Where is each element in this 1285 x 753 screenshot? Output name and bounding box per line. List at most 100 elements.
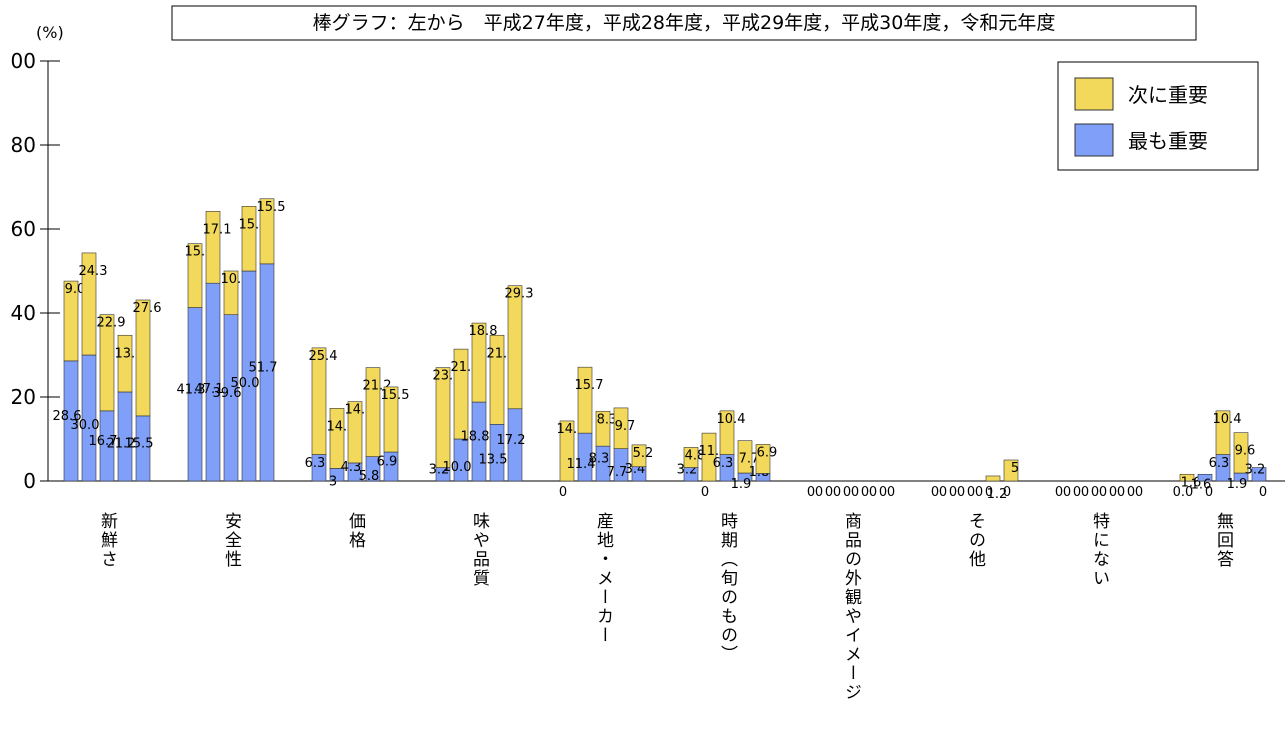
value-label: 51.7 — [249, 360, 278, 375]
bar-segment — [311, 347, 327, 455]
value-label: 0 — [1063, 485, 1071, 500]
bar-segment — [1197, 473, 1213, 482]
value-label: 13.5 — [479, 453, 508, 468]
y-tick-label: 00 — [11, 49, 36, 73]
value-label: 29.3 — [505, 287, 534, 302]
bar-segment — [135, 299, 151, 417]
value-label: 8.3 — [597, 412, 618, 427]
value-label: 0 — [931, 485, 939, 500]
value-label: 8.3 — [589, 452, 610, 467]
value-label: 0 — [975, 485, 983, 500]
value-label: 1.2 — [987, 487, 1008, 502]
bar-segment — [471, 322, 487, 403]
value-label: 0 — [1055, 485, 1063, 500]
value-label: 22.9 — [97, 316, 126, 331]
title-box — [171, 5, 1197, 41]
value-label: 4.8 — [685, 448, 706, 463]
value-label: 0 — [843, 485, 851, 500]
category-label: 時期（旬のもの） — [717, 512, 738, 664]
bar-segment — [577, 366, 593, 434]
value-label: 0 — [861, 485, 869, 500]
value-label: 0 — [833, 485, 841, 500]
value-label: 16.7 — [89, 434, 118, 449]
bar-segment — [259, 198, 275, 265]
value-label: 9.7 — [615, 419, 636, 434]
value-label: 28.6 — [53, 409, 82, 424]
bar-segment — [1003, 459, 1019, 482]
value-label: 0 — [851, 485, 859, 500]
bar-segment — [683, 447, 699, 468]
value-label: 0 — [1109, 485, 1117, 500]
value-label: 0 — [1259, 485, 1267, 500]
value-label: 17.2 — [497, 433, 526, 448]
bar-segment — [631, 444, 647, 468]
value-label: 15.5 — [257, 200, 286, 215]
legend-swatch — [1074, 77, 1114, 111]
value-label: 21.2 — [107, 436, 136, 451]
value-label: 24.3 — [79, 264, 108, 279]
value-label: 0 — [949, 485, 957, 500]
bar-segment — [1251, 467, 1267, 482]
value-label: 0 — [1091, 485, 1099, 500]
value-label: 17.1 — [203, 222, 232, 237]
value-label: 27.6 — [133, 301, 162, 316]
bar-segment — [99, 314, 115, 412]
value-label: 25.4 — [309, 349, 338, 364]
bar-segment — [241, 206, 257, 272]
category-label: 特にない — [1089, 512, 1110, 588]
value-label: 5 — [1011, 461, 1019, 476]
value-label: 11.4 — [567, 457, 596, 472]
y-tick-label: 40 — [11, 301, 36, 325]
bar-segment — [737, 440, 753, 474]
value-label: 0 — [815, 485, 823, 500]
value-label: 1.9 — [731, 477, 752, 492]
value-label: 7.7 — [607, 465, 628, 480]
value-label: 6.3 — [713, 456, 734, 471]
value-label: 0 — [1081, 485, 1089, 500]
bar-segment — [1215, 410, 1231, 455]
value-label: 47.1 — [195, 382, 224, 397]
value-label: 0 — [1127, 485, 1135, 500]
bar-segment — [507, 285, 523, 410]
value-label: 6.9 — [377, 455, 398, 470]
value-label: 0 — [701, 485, 709, 500]
value-label: 18.8 — [461, 430, 490, 445]
category-label: 商品の外観やイメージ — [841, 512, 862, 702]
value-label: 10.4 — [717, 412, 746, 427]
value-label: 5.2 — [633, 446, 654, 461]
value-label: 0 — [887, 485, 895, 500]
value-label: 1.6 — [1181, 475, 1202, 490]
value-label: 3.2 — [1245, 462, 1266, 477]
value-label: 15.5 — [125, 436, 154, 451]
value-label: 50.0 — [231, 376, 260, 391]
value-label: 0 — [1003, 485, 1011, 500]
value-label: 41.3 — [177, 382, 206, 397]
value-label: 4.3 — [341, 460, 362, 475]
bar-segment — [755, 444, 771, 474]
bar-segment — [1233, 432, 1249, 474]
y-tick-label: 60 — [11, 217, 36, 241]
legend-label: 次に重要 — [1128, 83, 1208, 107]
bar-segment — [435, 367, 451, 468]
value-label: 39.6 — [213, 386, 242, 401]
value-label: 9.0 — [65, 282, 86, 297]
value-label: 0 — [985, 485, 993, 500]
category-label: 味や品質 — [469, 512, 490, 588]
value-label: 7.7 — [739, 452, 760, 467]
y-tick-label: 0 — [23, 469, 36, 493]
bar-segment — [223, 270, 239, 315]
value-label: 6.3 — [1209, 456, 1230, 471]
bar-segment — [613, 407, 629, 449]
value-label: 0 — [869, 485, 877, 500]
value-label: 5.8 — [359, 469, 380, 484]
bar-segment — [719, 410, 735, 455]
value-label: 1.6 — [1191, 478, 1212, 493]
bar-segment — [985, 475, 1001, 482]
bar-segment — [365, 367, 381, 457]
value-label: 6.3 — [305, 456, 326, 471]
category-label: 価格 — [345, 512, 366, 550]
y-tick-label: 80 — [11, 133, 36, 157]
value-label: 9.6 — [1235, 444, 1256, 459]
category-label: 安全性 — [221, 512, 242, 569]
